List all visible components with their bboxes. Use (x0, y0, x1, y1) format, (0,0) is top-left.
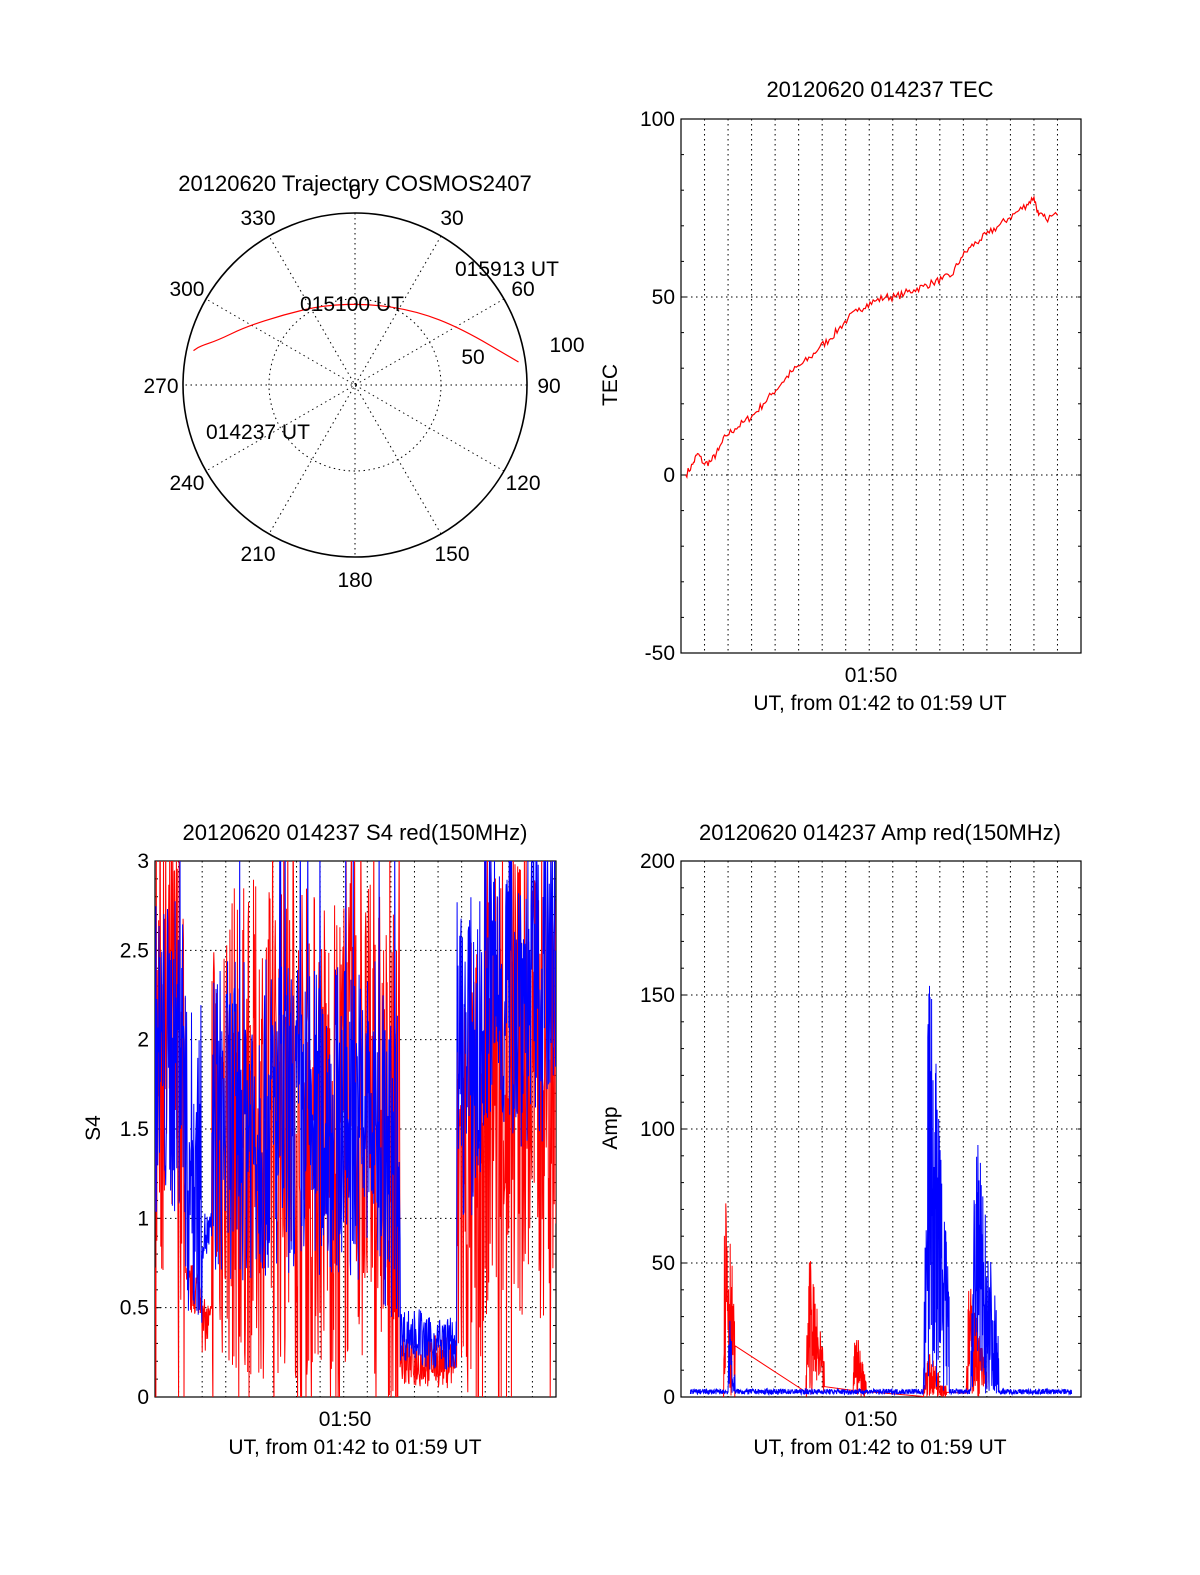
amp-series-blue (689, 985, 1073, 1397)
azimuth-label: 240 (169, 472, 204, 495)
radial-label-50: 50 (461, 346, 484, 369)
s4-ylabel: S4 (82, 1115, 105, 1141)
tec-series (685, 195, 1058, 480)
polar-title: 20120620 Trajectory COSMOS2407 (178, 171, 531, 196)
amp-xtick: 01:50 (845, 1408, 898, 1431)
azimuth-label: 330 (240, 207, 275, 230)
tec-frame (680, 118, 1082, 654)
amp-chart: 20120620 014237 Amp red(150MHz) Amp 01:5… (599, 820, 1082, 1459)
azimuth-label: 150 (434, 543, 469, 566)
tec-ylabel: TEC (599, 364, 622, 406)
tec-ytick-label: 0 (663, 464, 675, 487)
amp-ylabel: Amp (599, 1106, 622, 1149)
azimuth-label: 210 (240, 543, 275, 566)
amp-title: 20120620 014237 Amp red(150MHz) (699, 820, 1061, 845)
s4-chart: 20120620 014237 S4 red(150MHz) S4 01:50 … (82, 820, 557, 1459)
azimuth-label: 30 (440, 207, 463, 230)
azimuth-label: 270 (143, 375, 178, 398)
polar-grid-circle (268, 298, 442, 472)
s4-xtick: 01:50 (319, 1408, 372, 1431)
s4-ytick-label: 2 (137, 1029, 149, 1052)
radial-label-100: 100 (549, 334, 584, 357)
s4-ytick-label: 1 (137, 1207, 149, 1230)
tec-title: 20120620 014237 TEC (766, 77, 993, 102)
amp-frame (680, 860, 1082, 1398)
azimuth-label: 300 (169, 278, 204, 301)
s4-xlabel: UT, from 01:42 to 01:59 UT (228, 1436, 481, 1459)
track-label-mid: 015100 UT (300, 293, 404, 316)
azimuth-label: 90 (537, 375, 560, 398)
amp-ytick-label: 0 (663, 1386, 675, 1409)
s4-series-blue (155, 861, 556, 1370)
s4-ytick-label: 1.5 (120, 1118, 149, 1141)
tec-xtick: 01:50 (845, 664, 898, 687)
tec-ytick-label: 50 (652, 286, 675, 309)
s4-ytick-label: 3 (137, 850, 149, 873)
s4-title: 20120620 014237 S4 red(150MHz) (183, 820, 528, 845)
trajectory-polar-plot: 20120620 Trajectory COSMOS2407 0 30 60 90 12… (143, 171, 584, 592)
amp-ytick-label: 50 (652, 1252, 675, 1275)
s4-ytick-label: 0.5 (120, 1297, 149, 1320)
amp-ytick-label: 100 (640, 1118, 675, 1141)
tec-ytick-label: -50 (645, 642, 675, 665)
s4-ytick-label: 0 (137, 1386, 149, 1409)
tec-ytick-label: 100 (640, 108, 675, 131)
amp-ytick-label: 200 (640, 850, 675, 873)
s4-ytick-label: 2.5 (120, 939, 149, 962)
trajectory-track-0 (193, 303, 519, 363)
azimuth-label: 120 (505, 472, 540, 495)
azimuth-label: 0 (349, 181, 361, 204)
azimuth-label: 180 (337, 569, 372, 592)
azimuth-label: 60 (511, 278, 534, 301)
track-label-start: 014237 UT (206, 421, 310, 444)
amp-ytick-label: 150 (640, 984, 675, 1007)
tec-chart: 20120620 014237 TEC TEC 01:50 UT, from 0… (599, 77, 1082, 715)
tec-xlabel: UT, from 01:42 to 01:59 UT (753, 692, 1006, 715)
track-label-end: 015913 UT (455, 258, 559, 281)
amp-xlabel: UT, from 01:42 to 01:59 UT (753, 1436, 1006, 1459)
